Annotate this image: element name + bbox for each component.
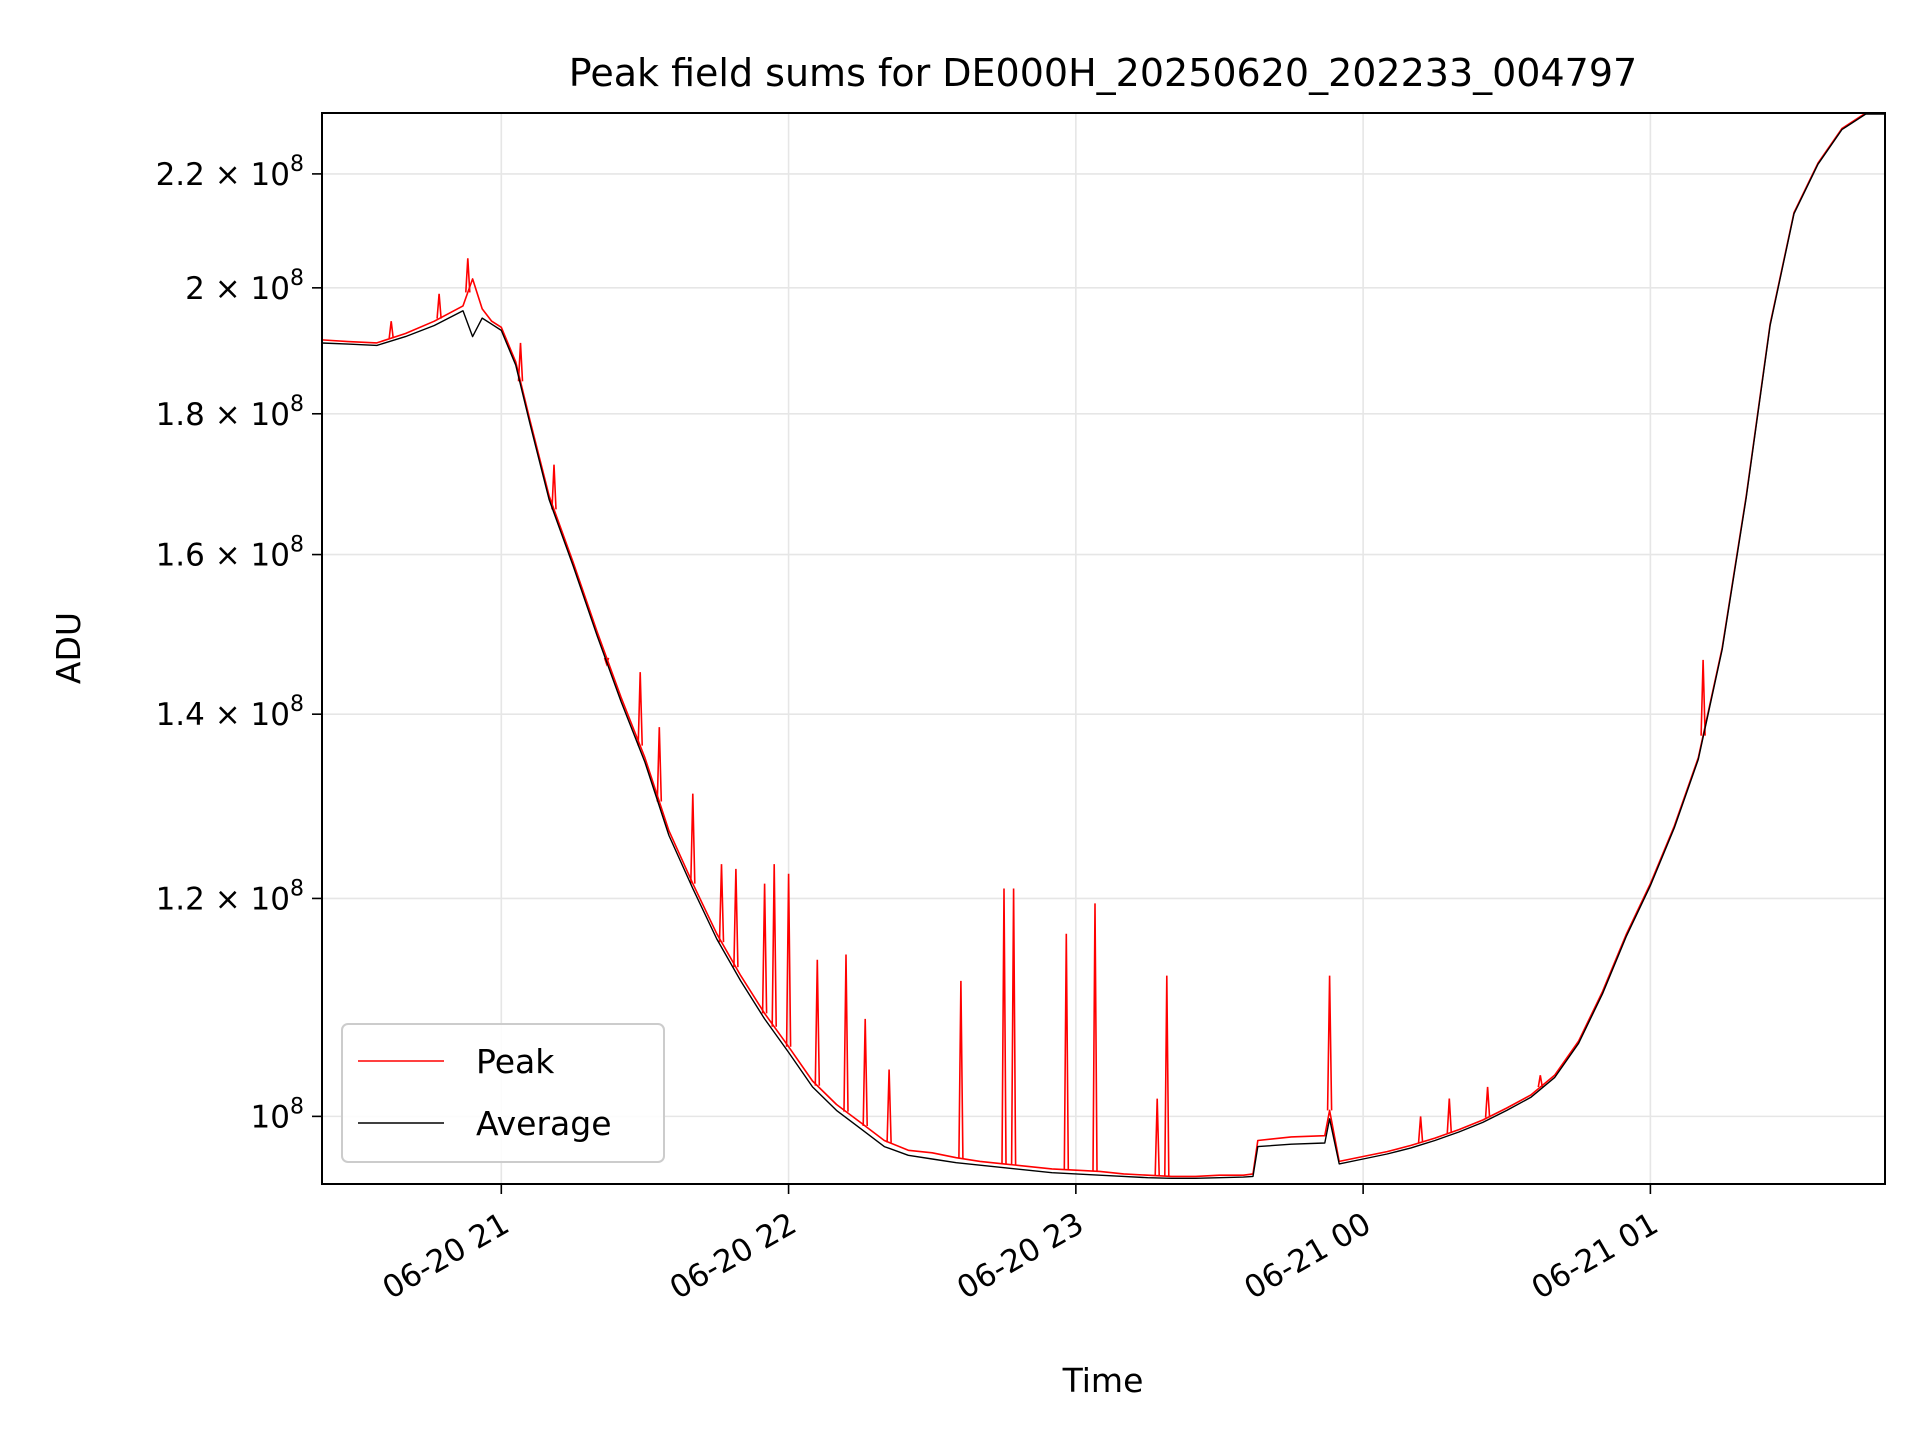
- y-tick-label: 2.2 × 108: [156, 152, 304, 193]
- peak-series-line-spike: [1484, 1086, 1491, 1118]
- peak-series-line-spike: [690, 793, 696, 884]
- peak-series-line-spike: [733, 868, 739, 968]
- peak-series-line-spike: [465, 258, 471, 293]
- peak-series-line-spike: [1154, 1098, 1160, 1176]
- peak-series-line-spike: [1092, 903, 1098, 1172]
- y-axis-label: ADU: [49, 612, 88, 684]
- legend-peak-label: Peak: [476, 1042, 555, 1081]
- peak-series-line-spike: [637, 672, 643, 746]
- peak-series-line-spike: [1537, 1075, 1544, 1088]
- peak-series-line: [322, 113, 1885, 1178]
- average-series-line: [322, 113, 1885, 1179]
- peak-series-line-spike: [656, 727, 663, 802]
- peak-series-line-spike: [1446, 1098, 1453, 1134]
- legend-box: [341, 1023, 665, 1163]
- peak-series-line-spike: [761, 883, 768, 1014]
- peak-series-line-spike: [1700, 659, 1706, 736]
- x-axis-label: Time: [1062, 1361, 1144, 1400]
- peak-series-line-spike: [886, 1069, 892, 1143]
- y-tick-label: 1.2 × 108: [156, 876, 304, 917]
- peak-series-line-spike: [517, 342, 524, 382]
- peak-series-line-spike: [1001, 888, 1007, 1164]
- plot-series: [322, 113, 1885, 1179]
- y-tick-label: 108: [251, 1094, 304, 1135]
- y-tick-label: 2 × 108: [185, 266, 304, 307]
- peak-series-line-spike: [862, 1018, 868, 1127]
- peak-series-line-spike: [814, 959, 821, 1086]
- legend-average-label: Average: [476, 1104, 612, 1143]
- peak-series-line-spike: [843, 954, 849, 1112]
- peak-series-line-spike: [1164, 975, 1170, 1177]
- peak-series-line-spike: [388, 321, 394, 339]
- legend: Peak Average: [341, 1023, 665, 1163]
- peak-series-line-spike: [551, 464, 557, 510]
- peak-series-line-spike: [436, 293, 442, 319]
- peak-series-line-spike: [771, 864, 777, 1027]
- peak-series-line-spike: [1326, 975, 1333, 1111]
- grid-lines: [322, 113, 1885, 1184]
- y-tick-label: 1.8 × 108: [156, 392, 304, 433]
- y-tick-label: 1.6 × 108: [156, 533, 304, 574]
- peak-series-line-spike: [1010, 888, 1017, 1165]
- plot-frame: [321, 112, 1886, 1185]
- y-tick-label: 1.4 × 108: [156, 692, 304, 733]
- chart-title: Peak field sums for DE000H_20250620_2022…: [569, 51, 1637, 95]
- peak-series-line-spike: [785, 873, 792, 1047]
- peak-series-line-spike: [1063, 933, 1070, 1170]
- peak-series-line-spike: [1417, 1116, 1424, 1143]
- peak-series-line-spike: [958, 980, 964, 1159]
- peak-series-line-spike: [718, 864, 725, 943]
